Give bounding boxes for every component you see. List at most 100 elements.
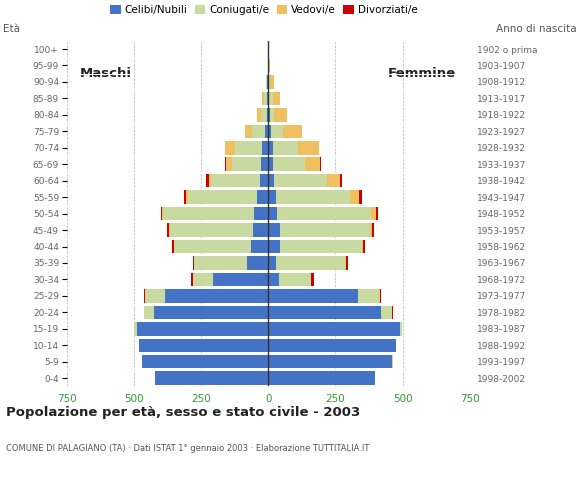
- Bar: [274, 108, 287, 121]
- Bar: [193, 256, 194, 270]
- Bar: [379, 289, 381, 302]
- Bar: [235, 141, 262, 155]
- Bar: [268, 108, 270, 121]
- Bar: [251, 240, 268, 253]
- Bar: [362, 240, 365, 253]
- Bar: [252, 125, 265, 138]
- Bar: [246, 256, 268, 270]
- Bar: [268, 306, 381, 319]
- Bar: [276, 191, 350, 204]
- Text: Maschi: Maschi: [80, 67, 132, 80]
- Bar: [268, 75, 269, 89]
- Text: Popolazione per età, sesso e stato civile - 2003: Popolazione per età, sesso e stato civil…: [6, 406, 360, 419]
- Bar: [161, 207, 162, 220]
- Bar: [169, 223, 253, 237]
- Bar: [261, 157, 268, 171]
- Bar: [164, 207, 254, 220]
- Bar: [262, 92, 264, 105]
- Bar: [268, 223, 280, 237]
- Bar: [139, 338, 268, 352]
- Bar: [267, 108, 268, 121]
- Bar: [165, 289, 268, 302]
- Bar: [273, 92, 280, 105]
- Bar: [144, 306, 154, 319]
- Bar: [268, 92, 269, 105]
- Bar: [167, 223, 169, 237]
- Bar: [264, 92, 267, 105]
- Bar: [298, 141, 319, 155]
- Bar: [277, 207, 371, 220]
- Bar: [340, 174, 342, 187]
- Bar: [358, 289, 379, 302]
- Bar: [191, 273, 193, 286]
- Bar: [283, 125, 302, 138]
- Bar: [268, 338, 396, 352]
- Bar: [162, 207, 164, 220]
- Bar: [193, 273, 213, 286]
- Bar: [269, 92, 273, 105]
- Bar: [136, 322, 268, 336]
- Bar: [305, 157, 320, 171]
- Bar: [231, 157, 261, 171]
- Bar: [260, 174, 268, 187]
- Bar: [266, 75, 267, 89]
- Bar: [273, 157, 305, 171]
- Bar: [268, 355, 393, 369]
- Bar: [346, 256, 349, 270]
- Bar: [268, 322, 400, 336]
- Bar: [273, 141, 298, 155]
- Bar: [174, 240, 251, 253]
- Bar: [268, 174, 274, 187]
- Bar: [142, 355, 268, 369]
- Bar: [369, 223, 372, 237]
- Bar: [267, 75, 268, 89]
- Bar: [280, 240, 361, 253]
- Bar: [271, 125, 283, 138]
- Bar: [372, 223, 375, 237]
- Bar: [268, 191, 276, 204]
- Bar: [213, 273, 268, 286]
- Bar: [188, 191, 257, 204]
- Bar: [359, 191, 362, 204]
- Bar: [172, 240, 173, 253]
- Text: Anno di nascita: Anno di nascita: [496, 24, 577, 34]
- Bar: [186, 191, 188, 204]
- Bar: [211, 174, 260, 187]
- Bar: [268, 273, 279, 286]
- Bar: [400, 322, 402, 336]
- Bar: [268, 256, 276, 270]
- Bar: [261, 108, 267, 121]
- Bar: [257, 191, 268, 204]
- Bar: [268, 289, 358, 302]
- Text: COMUNE DI PALAGIANO (TA) · Dati ISTAT 1° gennaio 2003 · Elaborazione TUTTITALIA.: COMUNE DI PALAGIANO (TA) · Dati ISTAT 1°…: [6, 444, 369, 453]
- Bar: [184, 191, 186, 204]
- Bar: [276, 256, 345, 270]
- Bar: [154, 306, 268, 319]
- Bar: [361, 240, 362, 253]
- Bar: [381, 306, 393, 319]
- Bar: [155, 372, 268, 385]
- Bar: [268, 125, 271, 138]
- Bar: [270, 75, 274, 89]
- Bar: [194, 256, 246, 270]
- Bar: [279, 273, 311, 286]
- Bar: [268, 207, 277, 220]
- Text: Femmine: Femmine: [388, 67, 456, 80]
- Bar: [268, 157, 273, 171]
- Bar: [376, 207, 378, 220]
- Bar: [280, 223, 369, 237]
- Bar: [225, 141, 235, 155]
- Bar: [209, 174, 211, 187]
- Bar: [327, 174, 340, 187]
- Bar: [245, 125, 252, 138]
- Bar: [268, 141, 273, 155]
- Bar: [144, 289, 165, 302]
- Bar: [135, 322, 136, 336]
- Bar: [350, 191, 359, 204]
- Legend: Celibi/Nubili, Coniugati/e, Vedovi/e, Divorziati/e: Celibi/Nubili, Coniugati/e, Vedovi/e, Di…: [110, 5, 418, 15]
- Bar: [268, 240, 280, 253]
- Bar: [206, 174, 209, 187]
- Text: Età: Età: [3, 24, 20, 34]
- Bar: [274, 174, 327, 187]
- Bar: [265, 125, 268, 138]
